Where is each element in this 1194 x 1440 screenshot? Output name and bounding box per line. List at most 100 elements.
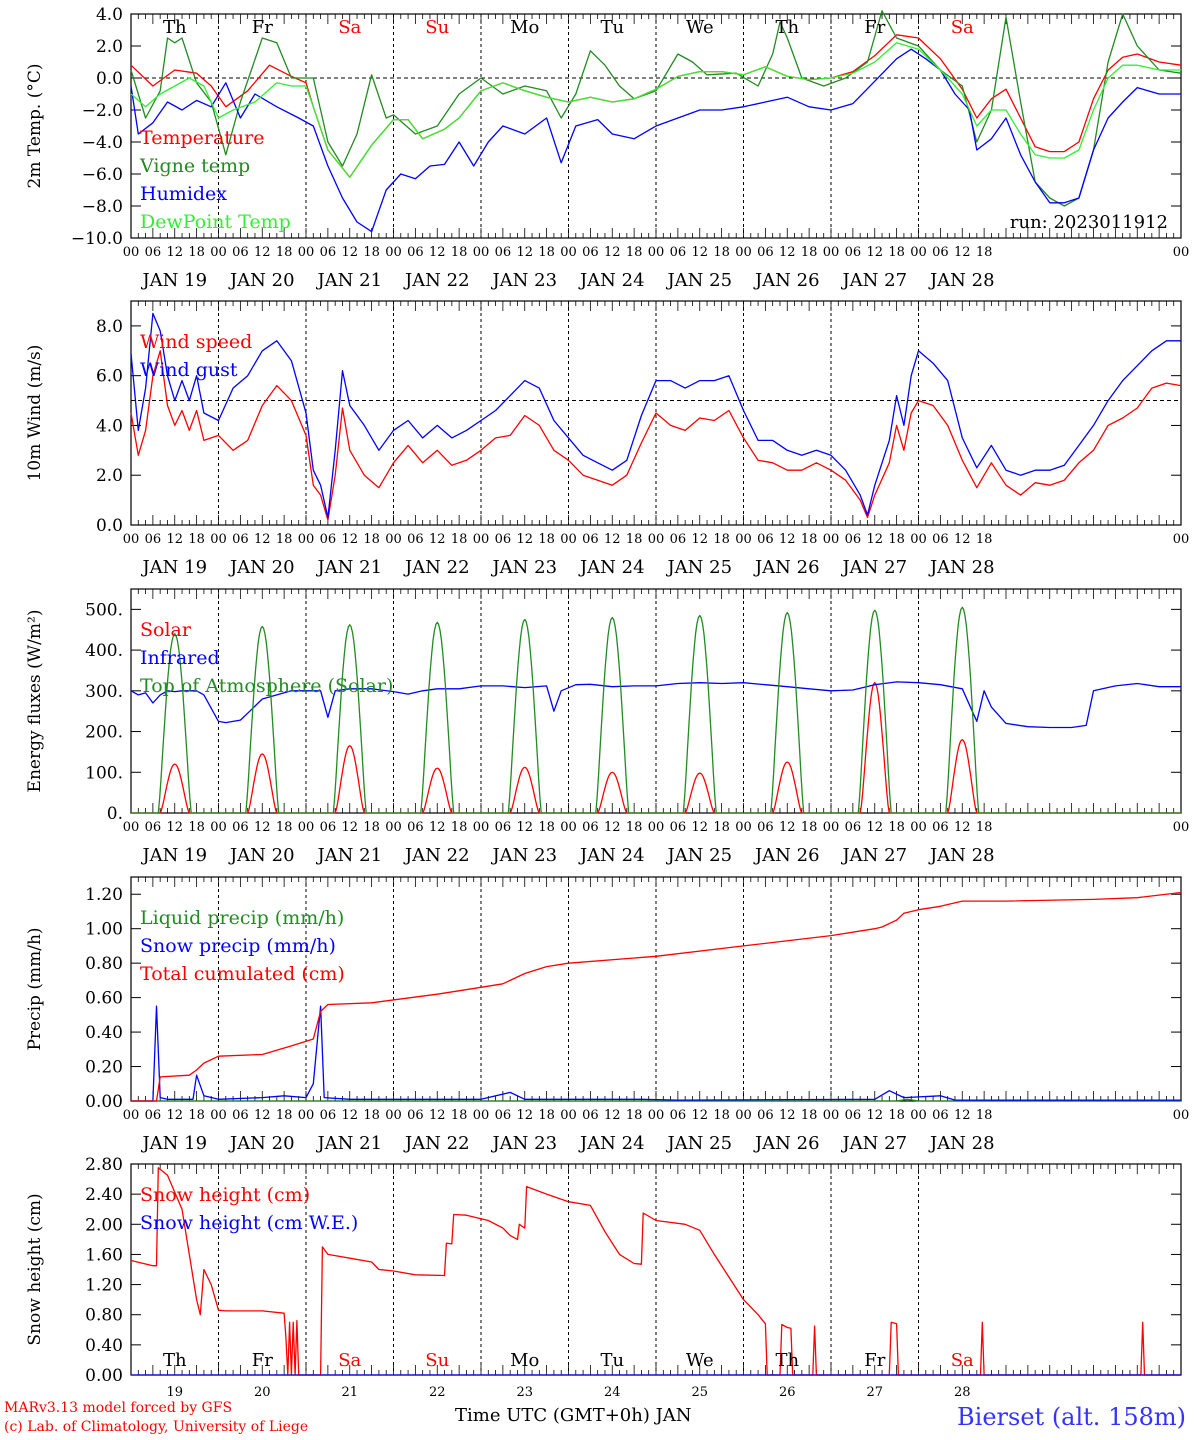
- y-tick-label: 4.0: [96, 416, 123, 436]
- x-hour-label: 18: [888, 245, 905, 260]
- x-date-label: JAN 20: [228, 1133, 295, 1154]
- x-hour-label: 00: [560, 1108, 577, 1123]
- legend-entry: Solar: [140, 619, 192, 641]
- x-date-label: JAN 24: [578, 270, 645, 291]
- x-hour-label: 00: [123, 532, 140, 547]
- x-hour-label: 12: [429, 532, 446, 547]
- x-date-label: JAN 27: [840, 270, 907, 291]
- x-hour-label: 12: [429, 820, 446, 835]
- x-hour-label: 18: [276, 820, 293, 835]
- x-hour-label: 00: [560, 820, 577, 835]
- x-hour-label: 18: [538, 820, 555, 835]
- legend-entry: Total cumulated (cm): [140, 963, 345, 985]
- panel-snow: [130, 1163, 1182, 1376]
- x-hour-label: 12: [341, 532, 358, 547]
- y-axis-label: Energy fluxes (W/m²): [25, 610, 45, 793]
- weekday-label: Mo: [510, 1350, 539, 1371]
- x-hour-label: 18: [801, 1108, 818, 1123]
- x-hour-label: 12: [516, 820, 533, 835]
- x-hour-label: 18: [888, 820, 905, 835]
- x-hour-label: 18: [976, 532, 993, 547]
- lab-credit: (c) Lab. of Climatology, University of L…: [4, 1419, 309, 1435]
- time-axis-label: Time UTC (GMT+0h) JAN: [455, 1405, 692, 1426]
- x-hour-label: 18: [188, 245, 205, 260]
- x-hour-label: 06: [407, 532, 424, 547]
- x-hour-label: 00: [910, 532, 927, 547]
- y-tick-label: 0.: [107, 804, 123, 824]
- x-date-label: JAN 23: [490, 557, 557, 578]
- x-hour-label: 12: [866, 532, 883, 547]
- x-hour-label: 00: [648, 245, 665, 260]
- y-axis-label: Snow height (cm): [25, 1193, 45, 1345]
- weekday-label: Fr: [252, 1350, 273, 1371]
- x-hour-label: 00: [473, 1108, 490, 1123]
- y-tick-label: 1.60: [85, 1245, 123, 1265]
- model-credit: MARv3.13 model forced by GFS: [4, 1400, 233, 1416]
- series-line-1: [131, 1005, 1181, 1102]
- x-hour-label: 00: [385, 1108, 402, 1123]
- x-hour-label: 00: [648, 1108, 665, 1123]
- x-hour-label: 06: [320, 820, 337, 835]
- x-hour-label: 06: [845, 1108, 862, 1123]
- series-line-0: [130, 350, 1182, 521]
- weekday-label: Th: [163, 1350, 187, 1371]
- series-line-2: [131, 606, 1181, 814]
- x-hour-label: 12: [254, 1108, 271, 1123]
- x-hour-label: 12: [779, 245, 796, 260]
- x-hour-label: 18: [276, 1108, 293, 1123]
- x-date-label: JAN 21: [315, 557, 382, 578]
- y-tick-label: 400.: [85, 641, 123, 661]
- weekday-label: We: [686, 17, 714, 38]
- x-date-label: JAN 28: [928, 1133, 995, 1154]
- x-hour-label: 12: [166, 245, 183, 260]
- x-hour-label: 12: [516, 1108, 533, 1123]
- x-hour-label: 06: [320, 1108, 337, 1123]
- weekday-label: Sa: [951, 17, 974, 38]
- x-hour-label: 18: [626, 532, 643, 547]
- y-tick-label: 0.0: [96, 69, 123, 89]
- panel-flux: [130, 588, 1182, 814]
- x-hour-label: 00: [823, 245, 840, 260]
- x-hour-label: 00: [298, 532, 315, 547]
- x-hour-label: 06: [145, 1108, 162, 1123]
- x-hour-label: 06: [495, 532, 512, 547]
- series-line-2: [130, 48, 1181, 233]
- x-hour-label: 00: [1173, 820, 1190, 835]
- x-hour-label: 06: [670, 820, 687, 835]
- y-axis-label: 10m Wind (m/s): [25, 345, 45, 482]
- x-day-number: 22: [429, 1385, 446, 1400]
- x-hour-label: 00: [473, 532, 490, 547]
- y-tick-label: 8.0: [96, 317, 123, 337]
- x-date-label: JAN 23: [490, 270, 557, 291]
- weekday-label: Su: [425, 1350, 449, 1371]
- legend-entry: Snow height (cm): [140, 1184, 310, 1206]
- x-hour-label: 18: [626, 1108, 643, 1123]
- station-name: Bierset (alt. 158m): [957, 1403, 1186, 1431]
- x-hour-label: 12: [866, 1108, 883, 1123]
- x-date-label: JAN 27: [840, 557, 907, 578]
- y-tick-label: 0.40: [85, 1336, 123, 1356]
- x-hour-label: 18: [976, 820, 993, 835]
- plot-frame: [130, 588, 1182, 814]
- x-hour-label: 12: [954, 532, 971, 547]
- x-hour-label: 06: [757, 532, 774, 547]
- x-date-label: JAN 20: [228, 845, 295, 866]
- y-tick-label: 1.20: [85, 885, 123, 905]
- weekday-label: We: [686, 1350, 714, 1371]
- x-hour-label: 00: [1173, 245, 1190, 260]
- x-date-label: JAN 28: [928, 270, 995, 291]
- x-hour-label: 06: [495, 1108, 512, 1123]
- x-hour-label: 00: [385, 532, 402, 547]
- x-hour-label: 18: [276, 532, 293, 547]
- y-tick-label: 100.: [85, 763, 123, 783]
- x-hour-label: 18: [801, 820, 818, 835]
- x-hour-label: 06: [232, 532, 249, 547]
- x-hour-label: 00: [385, 245, 402, 260]
- x-hour-label: 18: [451, 820, 468, 835]
- y-tick-label: 0.60: [85, 989, 123, 1009]
- x-hour-label: 18: [538, 532, 555, 547]
- y-tick-label: −8.0: [82, 197, 123, 217]
- legend-entry: Humidex: [140, 183, 227, 205]
- y-tick-label: 300.: [85, 682, 123, 702]
